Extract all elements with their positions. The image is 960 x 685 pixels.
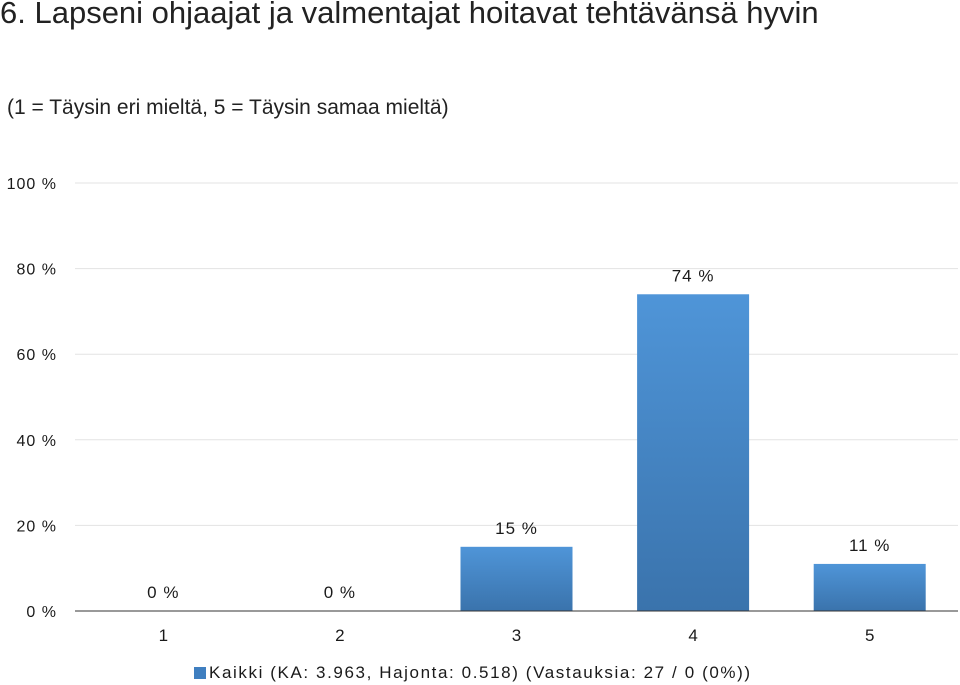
bar: [637, 294, 750, 611]
y-tick-label: 40 %: [17, 433, 57, 450]
data-label: 0 %: [147, 583, 179, 602]
gridlines: [75, 182, 958, 526]
data-label: 11 %: [849, 536, 891, 555]
x-tick-label: 2: [335, 626, 344, 645]
chart-subtitle: (1 = Täysin eri mieltä, 5 = Täysin samaa…: [7, 96, 449, 119]
x-tick-label: 5: [865, 626, 874, 645]
data-label: 74 %: [672, 266, 715, 285]
y-tick-label: 80 %: [17, 262, 57, 279]
y-tick-label: 60 %: [17, 347, 57, 364]
legend-label: Kaikki (KA: 3.963, Hajonta: 0.518) (Vast…: [209, 663, 752, 682]
y-tick-label: 100 %: [7, 176, 57, 193]
data-labels: 0 % 0 % 15 % 74 % 11 %: [147, 266, 891, 602]
x-tick-label: 1: [159, 626, 168, 645]
data-label: 15 %: [495, 519, 538, 538]
bar: [813, 563, 926, 611]
data-label: 0 %: [324, 583, 356, 602]
bar: [460, 546, 573, 611]
legend-swatch: [194, 667, 206, 679]
bars: [460, 294, 926, 611]
x-tick-label: 3: [512, 626, 521, 645]
y-axis-ticks: 0 % 20 % 40 % 60 % 80 % 100 %: [7, 176, 57, 621]
chart-title: 6. Lapseni ohjaajat ja valmentajat hoita…: [0, 0, 819, 30]
y-tick-label: 0 %: [26, 604, 57, 621]
legend: Kaikki (KA: 3.963, Hajonta: 0.518) (Vast…: [194, 662, 752, 684]
y-tick-label: 20 %: [17, 518, 57, 535]
x-axis-ticks: 1 2 3 4 5: [159, 626, 875, 645]
x-tick-label: 4: [688, 626, 697, 645]
